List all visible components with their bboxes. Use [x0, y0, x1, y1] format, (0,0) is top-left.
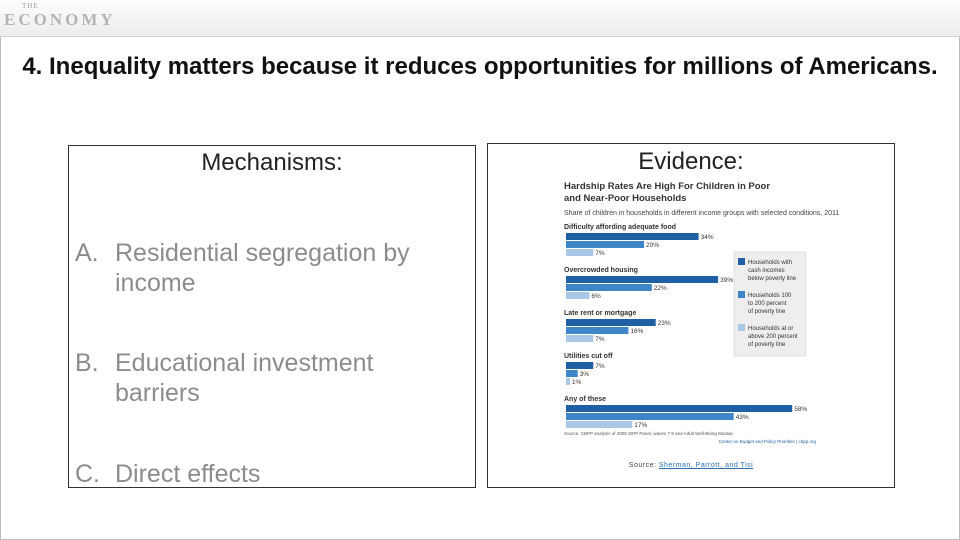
- mechanism-item-c: C. Direct effects: [75, 459, 260, 489]
- header-bar: THE ECONOMY: [0, 0, 960, 37]
- bar: [566, 319, 656, 326]
- category-label: Difficulty affording adequate food: [564, 224, 676, 231]
- legend-label: below poverty line: [748, 276, 797, 282]
- category-label: Any of these: [564, 396, 606, 403]
- bar: [566, 284, 652, 291]
- bar: [566, 233, 699, 240]
- bar: [566, 335, 594, 342]
- legend-label: Households at or: [748, 326, 793, 332]
- legend-label: of poverty line: [748, 309, 786, 315]
- bar-value-label: 23%: [658, 320, 671, 327]
- chart-footnote: Source: CBPP analysis of 2008 SIPP Panel…: [564, 431, 733, 436]
- bar: [566, 249, 594, 256]
- legend-label: above 200 percent: [748, 334, 798, 340]
- legend-box: [733, 251, 807, 357]
- evidence-panel: Evidence: Hardship Rates Are High For Ch…: [487, 143, 895, 488]
- category-label: Late rent or mortgage: [564, 310, 636, 317]
- source-line: Source: Sherman, Parrott, and Tisi: [488, 462, 894, 469]
- source-link[interactable]: Sherman, Parrott, and Tisi: [658, 462, 754, 469]
- bar-value-label: 39%: [720, 277, 733, 284]
- chart-title-line2: and Near-Poor Households: [564, 193, 686, 204]
- bar: [566, 421, 633, 428]
- bar-value-label: 22%: [654, 285, 667, 292]
- bar-value-label: 58%: [794, 406, 807, 413]
- bar: [566, 378, 570, 385]
- item-text: Residential segregation by: [115, 239, 410, 267]
- chart-subtitle: Share of children in households in diffe…: [564, 210, 839, 217]
- bar-value-label: 20%: [646, 242, 659, 249]
- bar-value-label: 3%: [580, 371, 590, 378]
- bar-value-label: 17%: [634, 422, 647, 429]
- bar: [566, 276, 719, 283]
- chart-credit: Center on Budget and Policy Priorities |…: [719, 439, 817, 444]
- bar: [566, 327, 629, 334]
- evidence-heading: Evidence:: [638, 148, 744, 175]
- bar: [566, 362, 594, 369]
- mechanisms-heading: Mechanisms:: [201, 149, 343, 176]
- legend-label: to 200 percent: [748, 301, 787, 307]
- mechanism-item-b: B. Educational investment barriers: [75, 348, 373, 408]
- legend-swatch: [738, 258, 745, 265]
- item-letter: C.: [75, 460, 100, 488]
- item-text: Direct effects: [115, 460, 261, 488]
- logo: ECONOMY: [4, 10, 116, 29]
- chart-title: Hardship Rates Are High For Children in …: [564, 181, 770, 192]
- bar: [566, 292, 590, 299]
- item-letter: B.: [75, 349, 99, 377]
- bar: [566, 370, 578, 377]
- category-label: Overcrowded housing: [564, 267, 638, 274]
- bar-value-label: 43%: [736, 414, 749, 421]
- legend-label: of poverty line: [748, 342, 786, 348]
- item-text: Educational investment: [115, 349, 374, 377]
- bar-value-label: 7%: [595, 250, 605, 257]
- hardship-chart: Hardship Rates Are High For Children in …: [564, 181, 839, 444]
- legend-swatch: [738, 291, 745, 298]
- legend-swatch: [738, 324, 745, 331]
- source-label: Source:: [628, 462, 657, 469]
- logo-small-text: THE: [22, 2, 39, 10]
- bar-value-label: 7%: [595, 336, 605, 343]
- bar-value-label: 6%: [591, 293, 601, 300]
- mechanism-item-a: A. Residential segregation by income: [75, 238, 410, 298]
- bar: [566, 405, 793, 412]
- slide-title: 4. Inequality matters because it reduces…: [22, 53, 938, 80]
- item-letter: A.: [75, 239, 99, 267]
- legend-label: cash incomes: [748, 268, 785, 274]
- category-label: Utilities cut off: [564, 353, 613, 360]
- item-text-cont: income: [115, 269, 196, 297]
- legend-label: Households 100: [748, 293, 792, 299]
- bar: [566, 413, 734, 420]
- mechanisms-panel: Mechanisms: A. Residential segregation by…: [68, 145, 476, 488]
- item-text-cont: barriers: [115, 379, 200, 407]
- bar-value-label: 7%: [595, 363, 605, 370]
- bar-value-label: 16%: [630, 328, 643, 335]
- bar-value-label: 34%: [701, 234, 714, 241]
- legend-label: Households with: [748, 260, 792, 266]
- bar-value-label: 1%: [572, 379, 582, 386]
- bar: [566, 241, 644, 248]
